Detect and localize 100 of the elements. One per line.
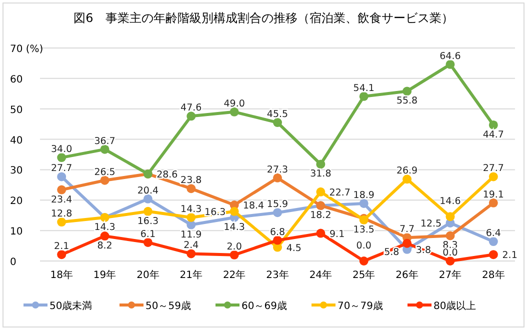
x-tick-label: 24年 <box>309 269 332 281</box>
data-label: 22.7 <box>329 187 350 198</box>
x-tick-label: 21年 <box>180 269 203 281</box>
x-tick-label: 19年 <box>93 269 116 281</box>
data-label: 28.6 <box>156 169 178 180</box>
point <box>230 250 239 260</box>
y-tick-label: 10 <box>10 226 23 238</box>
data-label: 27.7 <box>51 163 72 174</box>
y-tick-label: 30 <box>10 166 23 177</box>
data-label: 11.9 <box>180 229 202 240</box>
x-tick-label: 27年 <box>438 269 462 281</box>
point <box>273 173 282 182</box>
data-label: 14.3 <box>224 222 245 233</box>
point <box>143 194 152 204</box>
data-label: 55.8 <box>396 96 418 107</box>
data-label: 13.5 <box>353 224 374 236</box>
point <box>230 206 239 216</box>
data-label: 19.1 <box>482 189 504 200</box>
data-label: 16.3 <box>137 216 159 227</box>
data-label: 14.3 <box>180 204 202 215</box>
data-label: 23.8 <box>180 175 202 186</box>
data-label: 36.7 <box>94 136 116 147</box>
data-label: 20.4 <box>137 185 159 196</box>
x-tick-label: 18年 <box>50 269 73 281</box>
y-tick-label: 0 <box>10 257 16 268</box>
x-tick-label: 22年 <box>222 269 246 281</box>
point <box>57 153 66 162</box>
point <box>359 92 368 101</box>
data-label: 2.0 <box>226 241 242 252</box>
data-label: 44.7 <box>482 129 504 140</box>
data-label: 2.4 <box>184 240 199 252</box>
data-label: 6.1 <box>140 228 156 240</box>
data-label: 9.1 <box>330 228 345 240</box>
point <box>402 238 412 248</box>
data-label: 34.0 <box>51 144 72 156</box>
point <box>143 206 152 216</box>
point <box>57 250 66 260</box>
point <box>488 172 498 182</box>
data-label: 27.3 <box>266 164 288 176</box>
point <box>488 250 498 260</box>
chart-title: 図6 事業主の年齢階級別構成割合の推移（宿泊業、飲食サービス業） <box>74 11 454 25</box>
legend-label: 60～69歳 <box>242 300 287 312</box>
point <box>446 212 455 222</box>
data-label: 18.2 <box>310 210 332 222</box>
data-label: 27.7 <box>482 163 504 174</box>
x-tick-label: 28年 <box>482 269 505 281</box>
point <box>488 237 498 246</box>
point <box>186 249 196 258</box>
x-tick-label: 20年 <box>136 269 160 281</box>
data-label: 6.8 <box>270 226 286 238</box>
point <box>186 212 196 222</box>
point <box>316 187 326 196</box>
data-label: 26.9 <box>396 166 418 177</box>
legend-label: 50歳未満 <box>50 300 92 312</box>
data-label: 23.4 <box>51 194 72 206</box>
data-label: 2.1 <box>54 241 70 252</box>
data-label: 6.4 <box>486 228 501 240</box>
point <box>402 174 412 184</box>
data-label: 2.1 <box>502 250 518 262</box>
data-label: 26.5 <box>94 166 116 178</box>
point <box>230 107 239 116</box>
data-label: 64.6 <box>440 50 461 62</box>
data-label: 18.9 <box>353 190 374 201</box>
point <box>359 256 368 266</box>
point <box>100 144 110 154</box>
x-tick-label: 25年 <box>352 269 376 281</box>
data-label: 0.0 <box>356 240 372 252</box>
legend-label: 70～79歳 <box>338 300 383 312</box>
data-label: 14.3 <box>94 222 116 233</box>
point <box>316 160 326 169</box>
point <box>488 120 498 130</box>
y-tick-label: 60 <box>10 74 23 86</box>
legend-label: 80歳以上 <box>434 300 476 312</box>
y-tick-label: 40 <box>10 135 23 146</box>
point <box>143 238 152 247</box>
point <box>273 208 282 218</box>
data-label: 54.1 <box>353 82 374 94</box>
data-label: 12.8 <box>51 208 72 220</box>
point <box>186 184 196 194</box>
point <box>446 231 455 240</box>
point <box>186 112 196 121</box>
data-label: 49.0 <box>224 98 245 110</box>
point <box>488 198 498 208</box>
legend-label: 50～59歳 <box>146 300 191 312</box>
data-label: 7.7 <box>399 224 415 236</box>
data-label: 47.6 <box>180 102 202 114</box>
point <box>100 232 110 241</box>
y-tick-label: 20 <box>10 196 23 208</box>
y-tick-label: 50 <box>10 104 23 116</box>
point <box>273 236 282 245</box>
y-tick-label: 70 (%) <box>10 44 44 55</box>
point <box>446 256 455 266</box>
data-label: 45.5 <box>266 109 288 120</box>
data-label: 8.2 <box>97 240 112 252</box>
point <box>100 176 110 185</box>
x-tick-label: 26年 <box>396 269 418 281</box>
x-tick-label: 23年 <box>266 269 289 281</box>
point <box>273 118 282 128</box>
point <box>57 218 66 227</box>
point <box>446 60 455 69</box>
